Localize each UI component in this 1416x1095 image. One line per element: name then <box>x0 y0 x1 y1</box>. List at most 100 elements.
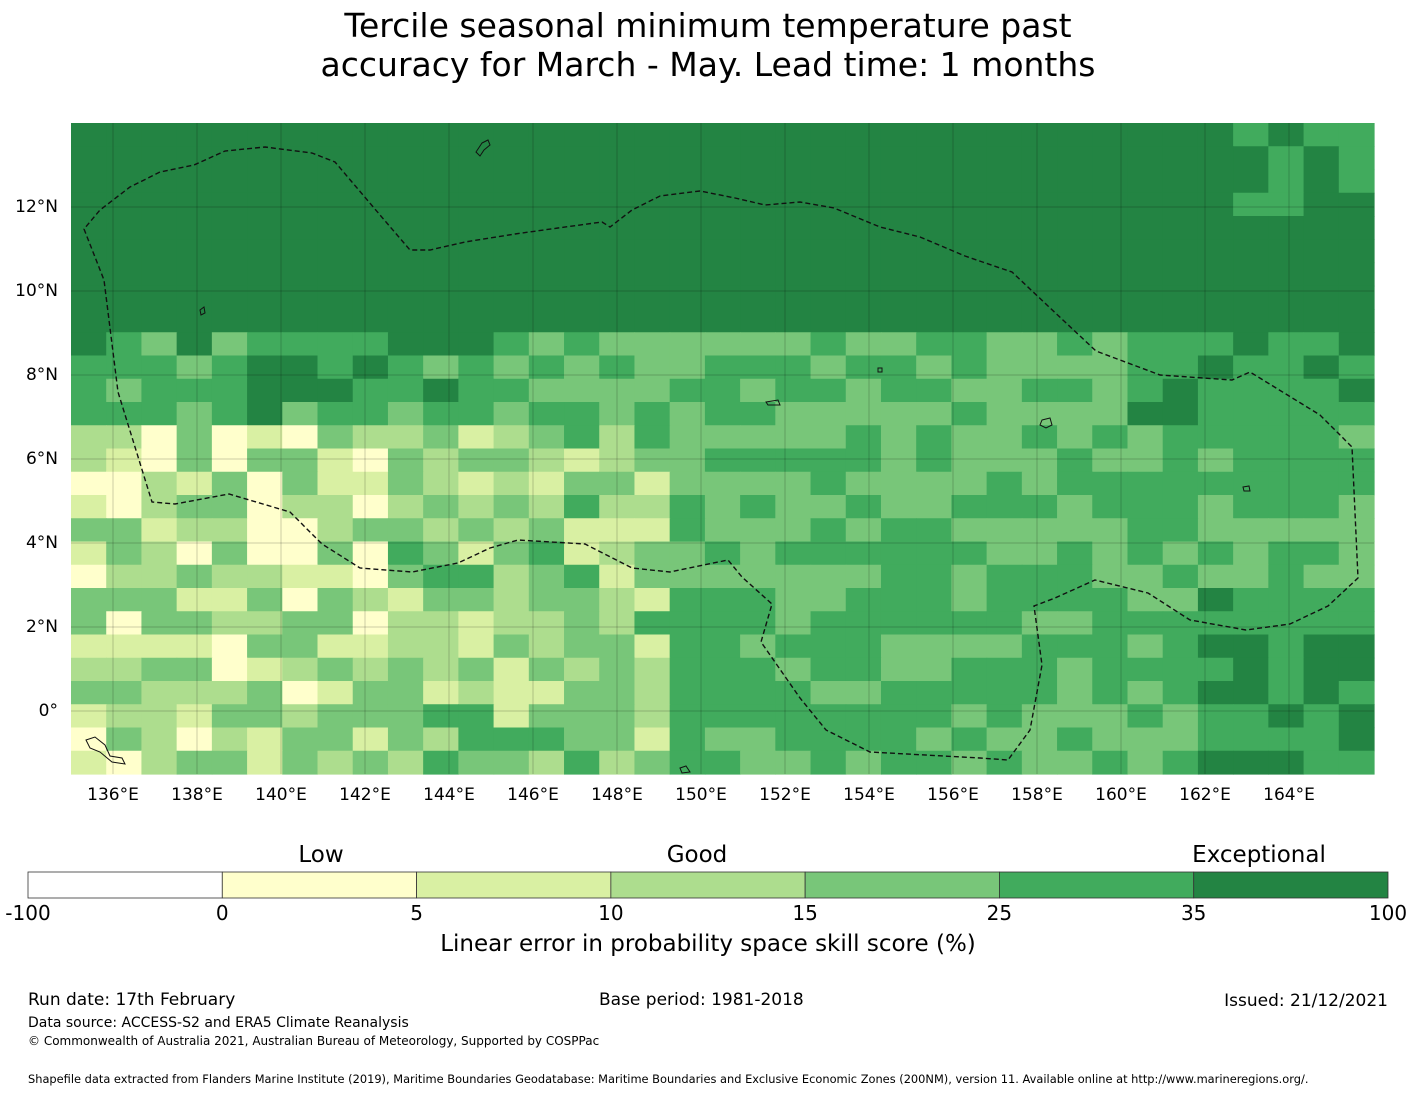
skill-cell <box>528 216 565 240</box>
skill-cell <box>106 518 143 543</box>
skill-cell <box>423 657 459 682</box>
skill-cell <box>211 192 248 217</box>
skill-cell <box>317 402 354 426</box>
skill-cell <box>352 239 389 264</box>
skill-cell <box>564 588 600 612</box>
skill-cell <box>810 123 847 147</box>
skill-cell <box>951 285 988 310</box>
skill-cell <box>1197 402 1234 426</box>
skill-cell <box>247 681 283 705</box>
skill-cell <box>634 750 671 775</box>
skill-cell <box>845 471 882 496</box>
skill-cell <box>352 448 389 473</box>
latitude-label: 2°N <box>25 617 58 637</box>
skill-cell <box>564 657 600 682</box>
skill-cell <box>211 681 248 705</box>
palau-islands <box>85 736 126 765</box>
skill-cell <box>599 471 636 496</box>
skill-cell <box>1303 611 1340 636</box>
run-date: Run date: 17th February <box>28 990 236 1010</box>
skill-cell <box>634 402 671 426</box>
skill-cell <box>141 611 178 636</box>
colorbar <box>27 871 1389 899</box>
skill-cell <box>986 750 1023 775</box>
skill-cell <box>317 518 354 543</box>
skill-cell <box>247 448 283 473</box>
skill-cell <box>1197 169 1234 194</box>
colorbar-swatch <box>416 871 612 899</box>
skill-cell <box>282 355 319 380</box>
skill-cell <box>1127 518 1164 543</box>
skill-cell <box>176 216 213 240</box>
skill-cell <box>740 425 776 450</box>
skill-cell <box>704 657 741 682</box>
skill-cell <box>1092 750 1129 775</box>
skill-cell <box>704 169 741 194</box>
skill-cell <box>493 309 530 333</box>
skill-cell <box>71 192 107 217</box>
skill-cell <box>669 355 706 380</box>
skill-cell <box>1021 425 1058 450</box>
skill-cell <box>1233 216 1269 240</box>
skill-cell <box>458 564 495 589</box>
skill-cell <box>352 704 389 729</box>
colorbar-tick-label: -100 <box>5 901 51 925</box>
skill-cell <box>282 332 319 357</box>
skill-cell <box>1303 239 1340 264</box>
skill-cell <box>1057 285 1093 310</box>
skill-cell <box>880 657 917 682</box>
skill-cell <box>704 704 741 729</box>
skill-cell <box>564 448 600 473</box>
skill-cell <box>740 704 776 729</box>
skill-cell <box>387 657 424 682</box>
skill-cell <box>564 169 600 194</box>
skill-cell <box>916 355 953 380</box>
skill-cell <box>141 262 178 287</box>
skill-cell <box>1057 239 1093 264</box>
skill-cell <box>458 239 495 264</box>
skill-cell <box>1162 285 1199 310</box>
skill-cell <box>986 309 1023 333</box>
skill-cell <box>916 425 953 450</box>
skill-cell <box>810 657 847 682</box>
skill-cell <box>176 750 213 775</box>
skill-cell <box>1268 309 1305 333</box>
skill-cell <box>1127 402 1164 426</box>
skill-cell <box>493 518 530 543</box>
skill-cell <box>916 681 953 705</box>
skill-cell <box>1162 123 1199 147</box>
skill-cell <box>141 425 178 450</box>
colorbar-swatch <box>27 871 223 899</box>
skill-cell <box>493 588 530 612</box>
skill-cell <box>775 402 812 426</box>
skill-cell <box>352 541 389 566</box>
small-island-a <box>199 306 206 316</box>
skill-cell <box>740 471 776 496</box>
skill-cell <box>176 192 213 217</box>
skill-cell <box>247 634 283 659</box>
skill-cell <box>282 495 319 519</box>
skill-cell <box>1303 378 1340 403</box>
colorbar-tick-label: 5 <box>410 901 423 925</box>
skill-cell <box>1268 657 1305 682</box>
skill-cell <box>1021 355 1058 380</box>
skill-cell <box>458 681 495 705</box>
skill-cell <box>1268 402 1305 426</box>
skill-cell <box>106 564 143 589</box>
skill-cell <box>493 495 530 519</box>
skill-cell <box>1021 192 1058 217</box>
skill-cell <box>1233 564 1269 589</box>
skill-cell <box>880 448 917 473</box>
skill-cell <box>740 681 776 705</box>
skill-cell <box>916 239 953 264</box>
skill-cell <box>106 727 143 752</box>
skill-cell <box>528 657 565 682</box>
skill-cell <box>986 657 1023 682</box>
skill-cell <box>564 332 600 357</box>
skill-cell <box>352 611 389 636</box>
skill-cell <box>916 169 953 194</box>
skill-cell <box>1127 471 1164 496</box>
skill-cell <box>141 216 178 240</box>
skill-cell <box>1197 146 1234 171</box>
skill-cell <box>1303 471 1340 496</box>
